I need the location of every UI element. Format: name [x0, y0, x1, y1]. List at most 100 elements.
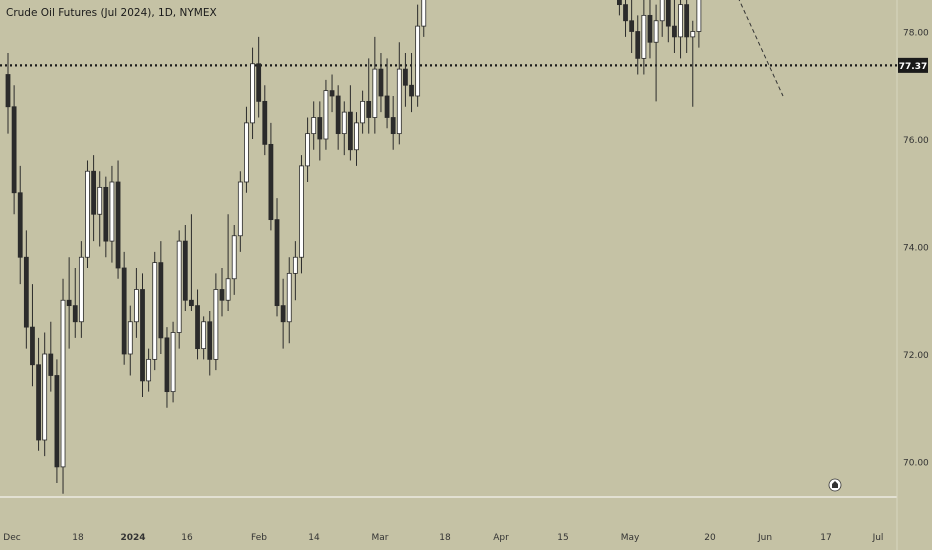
- candle-body: [244, 122, 249, 183]
- y-tick-label: 70.00: [903, 459, 929, 469]
- candle-body: [91, 170, 96, 215]
- candle-body: [335, 95, 341, 135]
- candle-body: [341, 111, 347, 135]
- candle-body: [629, 20, 635, 32]
- candle-body: [182, 240, 188, 301]
- x-tick-label: 2024: [120, 533, 145, 543]
- candle-body: [42, 353, 48, 441]
- candle-body: [219, 289, 225, 301]
- candle-body: [115, 181, 121, 269]
- trendline: [738, 0, 784, 97]
- candle-body: [152, 262, 158, 360]
- candle-body: [317, 117, 323, 140]
- candle-body: [170, 332, 176, 393]
- candle-body: [11, 106, 17, 194]
- y-tick-label: 74.00: [903, 244, 929, 254]
- candle-body: [140, 289, 145, 382]
- chart-title: Crude Oil Futures (Jul 2024), 1D, NYMEX: [6, 7, 217, 19]
- candle-body: [647, 14, 653, 43]
- candle-body: [305, 133, 310, 167]
- x-tick-label: 17: [820, 533, 831, 543]
- candle-body: [5, 74, 11, 108]
- candle-body: [396, 68, 402, 135]
- candle-body: [231, 235, 237, 280]
- candle-body: [262, 100, 268, 145]
- candle-body: [286, 272, 292, 323]
- candle-body: [311, 117, 317, 135]
- y-tick-label: 76.00: [903, 136, 929, 146]
- candle-body: [409, 84, 414, 97]
- candle-body: [372, 68, 378, 118]
- candle-body: [678, 4, 683, 38]
- x-tick-label: 18: [72, 533, 84, 543]
- candle-body: [66, 299, 72, 307]
- candle-body: [225, 278, 231, 301]
- candle-body: [256, 63, 262, 102]
- candle-body: [213, 289, 219, 360]
- candle-body: [268, 143, 274, 221]
- candle-body: [653, 20, 659, 43]
- candle-body: [323, 90, 329, 140]
- candle-body: [299, 165, 304, 258]
- candle-body: [378, 68, 384, 97]
- candle-body: [390, 117, 396, 135]
- candle-body: [280, 305, 286, 323]
- x-tick-label: Jul: [872, 533, 884, 543]
- candle-body: [360, 100, 366, 124]
- candle-body: [60, 299, 66, 468]
- candle-body: [237, 181, 243, 237]
- x-tick-label: Dec: [3, 533, 20, 543]
- candle-body: [696, 0, 702, 32]
- candle-body: [164, 337, 170, 393]
- candle-body: [54, 375, 60, 468]
- candle-body: [36, 364, 41, 441]
- x-tick-label: 18: [439, 533, 451, 543]
- candle-body: [329, 90, 335, 97]
- candle-body: [347, 111, 353, 151]
- candle-body: [659, 0, 665, 22]
- candle-body: [366, 100, 372, 118]
- candle-body: [207, 321, 213, 360]
- candle-body: [665, 0, 671, 27]
- x-tick-label: 20: [704, 533, 716, 543]
- x-tick-label: 14: [308, 533, 320, 543]
- candle-body: [201, 321, 207, 350]
- x-tick-label: Apr: [493, 533, 509, 543]
- candle-body: [403, 68, 408, 86]
- candle-body: [384, 95, 390, 118]
- price-label-bg: [898, 57, 928, 73]
- candle-body: [250, 63, 255, 124]
- candle-body: [354, 122, 359, 151]
- candle-body: [133, 289, 139, 323]
- candle-body: [17, 192, 23, 258]
- candle-body: [672, 25, 677, 38]
- candle-body: [23, 256, 29, 328]
- candle-body: [421, 0, 427, 27]
- x-tick-label: Mar: [372, 533, 389, 543]
- candle-body: [121, 267, 127, 355]
- candle-body: [684, 4, 690, 38]
- candle-body: [195, 305, 200, 350]
- x-tick-label: Jun: [757, 533, 772, 543]
- candle-body: [72, 305, 78, 323]
- candle-body: [146, 358, 152, 382]
- logo-badge-glyph: [832, 481, 838, 488]
- candle-body: [103, 186, 109, 242]
- candle-body: [176, 240, 182, 333]
- candle-body: [85, 170, 90, 258]
- candle-body: [635, 31, 641, 59]
- candle-body: [415, 25, 421, 97]
- candle-body: [48, 353, 54, 376]
- candle-body: [78, 256, 84, 323]
- candle-body: [30, 326, 35, 366]
- x-tick-label: May: [621, 533, 640, 543]
- y-tick-label: 72.00: [903, 351, 929, 361]
- candle-body: [690, 31, 696, 38]
- price-label: 77.37: [899, 62, 927, 72]
- y-tick-label: 78.00: [903, 29, 929, 39]
- candle-body: [109, 181, 115, 242]
- x-tick-label: 15: [557, 533, 568, 543]
- x-tick-label: 16: [181, 533, 193, 543]
- candle-body: [641, 14, 647, 59]
